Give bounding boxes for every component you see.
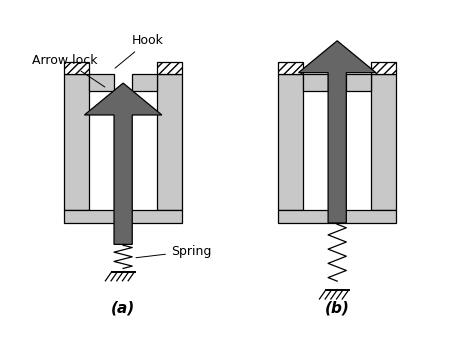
Text: (b): (b) bbox=[325, 301, 350, 316]
Bar bbox=[157, 73, 182, 210]
Bar bbox=[132, 73, 157, 91]
Polygon shape bbox=[299, 41, 376, 223]
Bar bbox=[303, 73, 328, 91]
Bar bbox=[64, 62, 89, 73]
Bar bbox=[89, 73, 114, 91]
Bar bbox=[157, 62, 182, 73]
Bar bbox=[64, 73, 89, 210]
Text: Hook: Hook bbox=[115, 34, 164, 68]
Bar bbox=[278, 73, 303, 210]
Bar bbox=[278, 210, 396, 223]
Bar bbox=[64, 210, 182, 223]
Polygon shape bbox=[84, 83, 162, 244]
Text: Spring: Spring bbox=[136, 245, 211, 258]
Text: Arrow lock: Arrow lock bbox=[32, 54, 105, 87]
Bar bbox=[346, 73, 371, 91]
Bar bbox=[278, 62, 303, 73]
Text: (a): (a) bbox=[111, 301, 135, 316]
Bar bbox=[371, 62, 396, 73]
Bar bbox=[371, 73, 396, 210]
